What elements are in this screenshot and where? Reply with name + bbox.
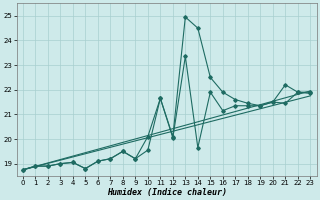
X-axis label: Humidex (Indice chaleur): Humidex (Indice chaleur)	[107, 188, 227, 197]
